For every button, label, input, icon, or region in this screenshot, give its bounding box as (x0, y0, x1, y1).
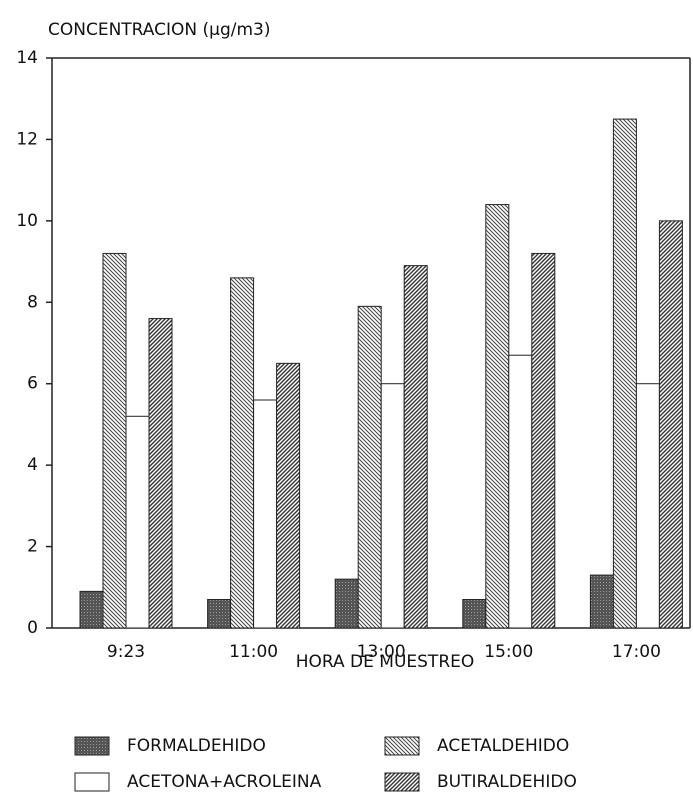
x-tick-label: 9:23 (107, 642, 145, 662)
x-tick-label: 13:00 (357, 642, 406, 662)
bar (230, 277, 255, 629)
y-tick-label: 8 (27, 292, 38, 312)
y-tick-label: 10 (16, 211, 38, 231)
bar (531, 252, 556, 629)
bar (276, 362, 301, 629)
y-tick-label: 6 (27, 374, 38, 394)
y-tick-label: 4 (27, 455, 38, 475)
legend-label: ACETONA+ACROLEINA (127, 772, 322, 792)
y-tick-label: 12 (16, 129, 38, 149)
bar (635, 383, 660, 629)
x-axis-title: HORA DE MUESTREO (296, 652, 475, 672)
bar (612, 118, 637, 629)
bar (79, 590, 104, 629)
x-tick-label: 17:00 (612, 642, 661, 662)
bar (508, 354, 533, 629)
bar (403, 265, 428, 629)
legend-label: BUTIRALDEHIDO (437, 772, 577, 792)
legend-swatch (74, 736, 110, 756)
chart-title: CONCENTRACION (µg/m3) (48, 20, 271, 40)
bar (148, 318, 173, 629)
legend-swatch (384, 772, 420, 792)
bar (207, 599, 232, 629)
bar (658, 220, 683, 629)
bar (253, 399, 278, 629)
bar (485, 204, 510, 629)
bar (334, 578, 359, 629)
legend-label: ACETALDEHIDO (437, 736, 569, 756)
y-tick-label: 14 (16, 48, 38, 68)
bar (357, 305, 382, 629)
legend-swatch (74, 772, 110, 792)
legend-swatch (384, 736, 420, 756)
bar (125, 415, 150, 629)
y-tick-label: 2 (27, 537, 38, 557)
bar (589, 574, 614, 629)
bar (462, 599, 487, 629)
bar (102, 252, 127, 629)
x-tick-label: 15:00 (484, 642, 533, 662)
bar (380, 383, 405, 629)
x-tick-label: 11:00 (229, 642, 278, 662)
legend-label: FORMALDEHIDO (127, 736, 266, 756)
y-tick-label: 0 (27, 618, 38, 638)
